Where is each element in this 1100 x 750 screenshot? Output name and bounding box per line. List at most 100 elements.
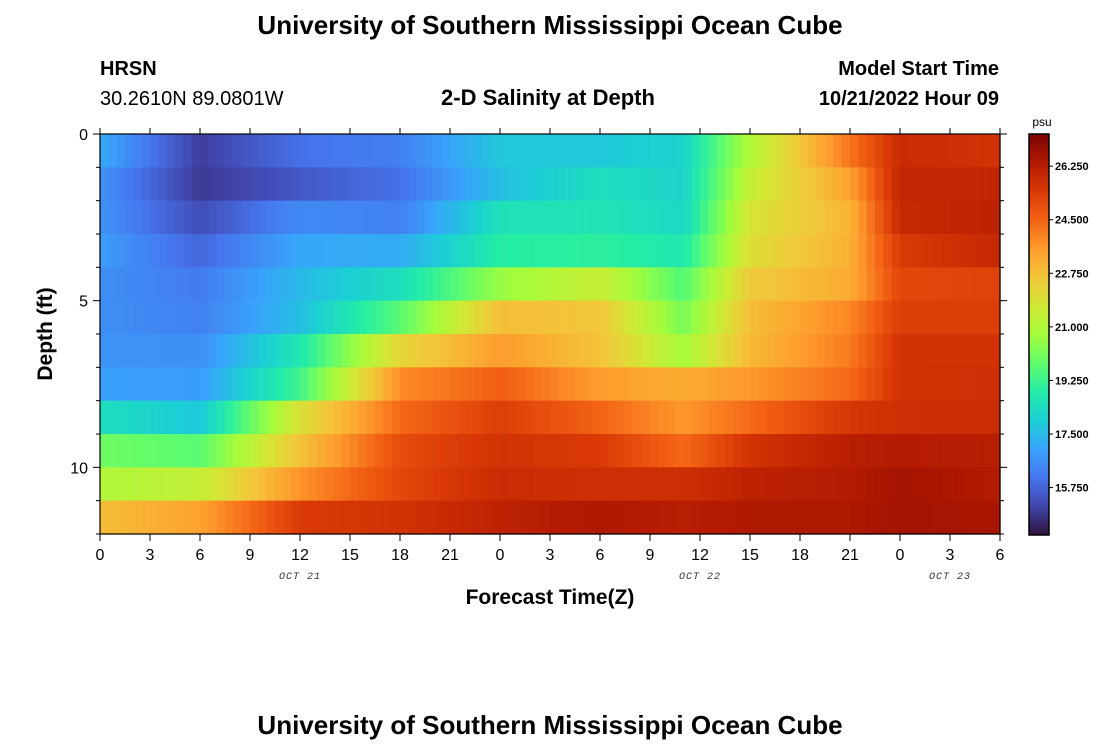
heatmap-cell <box>516 200 526 235</box>
colorbar-tick-label: 22.750 <box>1055 268 1089 280</box>
heatmap-cell <box>441 300 451 335</box>
heatmap-cell <box>541 434 551 468</box>
heatmap-cell <box>683 434 693 468</box>
heatmap-cell <box>258 400 268 435</box>
heatmap-cell <box>266 500 276 535</box>
heatmap-cell <box>375 334 384 368</box>
heatmap-cell <box>983 500 993 535</box>
heatmap-cell <box>658 367 668 402</box>
heatmap-cell <box>208 267 218 302</box>
heatmap-cell <box>491 167 501 202</box>
heatmap-cell <box>208 134 218 168</box>
heatmap-cell <box>283 400 293 435</box>
heatmap-cell <box>175 367 184 402</box>
heatmap-cell <box>650 234 659 268</box>
heatmap-cell <box>775 500 784 535</box>
heatmap-cell <box>733 500 743 535</box>
heatmap-cell <box>400 134 409 168</box>
heatmap-cell <box>633 200 643 235</box>
heatmap-cell <box>933 300 943 335</box>
heatmap-cell <box>108 367 118 402</box>
heatmap-cell <box>433 467 443 502</box>
heatmap-cell <box>883 167 893 202</box>
heatmap-cell <box>783 334 793 368</box>
heatmap-cell <box>650 400 659 435</box>
x-tick-label: 9 <box>246 547 255 564</box>
heatmap-cell <box>466 234 476 268</box>
heatmap-cell <box>966 367 976 402</box>
heatmap-cell <box>425 300 434 335</box>
heatmap-cell <box>133 500 143 535</box>
heatmap-cell <box>333 367 343 402</box>
heatmap-cell <box>591 434 601 468</box>
heatmap-cell <box>958 200 968 235</box>
heatmap-cell <box>475 167 484 202</box>
heatmap-cell <box>450 367 459 402</box>
heatmap-cell <box>808 200 818 235</box>
heatmap-cell <box>633 500 643 535</box>
heatmap-cell <box>158 167 168 202</box>
heatmap-cell <box>550 234 559 268</box>
heatmap-cell <box>783 167 793 202</box>
heatmap-cell <box>933 167 943 202</box>
heatmap-cell <box>275 434 284 468</box>
heatmap-cell <box>525 500 534 535</box>
heatmap-cell <box>983 167 993 202</box>
heatmap-cell <box>908 334 918 368</box>
heatmap-cell <box>150 234 159 268</box>
heatmap-cell <box>391 234 401 268</box>
heatmap-cell <box>233 500 243 535</box>
heatmap-cell <box>608 234 618 268</box>
heatmap-cell <box>575 300 584 335</box>
heatmap-cell <box>650 167 659 202</box>
heatmap-cell <box>675 400 684 435</box>
heatmap-cell <box>975 167 984 202</box>
station-location: 30.2610N 89.0801W <box>100 88 284 110</box>
heatmap-cell <box>816 134 826 168</box>
heatmap-cell <box>466 300 476 335</box>
heatmap-cell <box>491 434 501 468</box>
heatmap-cell <box>941 267 951 302</box>
heatmap-cell <box>716 167 726 202</box>
heatmap-cell <box>641 367 651 402</box>
heatmap-cell <box>266 467 276 502</box>
heatmap-cell <box>333 267 343 302</box>
heatmap-cell <box>883 334 893 368</box>
heatmap-cell <box>858 134 868 168</box>
heatmap-cell <box>958 467 968 502</box>
heatmap-cell <box>650 467 659 502</box>
heatmap-cell <box>375 434 384 468</box>
heatmap-cell <box>108 134 118 168</box>
heatmap-cell <box>966 500 976 535</box>
heatmap-cell <box>908 434 918 468</box>
heatmap-cell <box>775 234 784 268</box>
heatmap-cell <box>200 434 209 468</box>
heatmap-cell <box>616 267 626 302</box>
heatmap-cell <box>466 367 476 402</box>
heatmap-cell <box>366 500 376 535</box>
heatmap-cell <box>908 234 918 268</box>
heatmap-cell <box>850 400 859 435</box>
heatmap-cell <box>133 234 143 268</box>
heatmap-cell <box>316 200 326 235</box>
heatmap-cell <box>941 200 951 235</box>
heatmap-cell <box>425 234 434 268</box>
heatmap-cell <box>475 400 484 435</box>
heatmap-cell <box>800 167 809 202</box>
heatmap-cell <box>958 334 968 368</box>
footer-title: University of Southern Mississippi Ocean… <box>257 710 842 740</box>
heatmap-cell <box>133 134 143 168</box>
x-tick-label: 21 <box>441 547 459 564</box>
heatmap-cell <box>183 200 193 235</box>
heatmap-cell <box>233 334 243 368</box>
heatmap-cell <box>216 134 226 168</box>
heatmap-cell <box>250 434 259 468</box>
heatmap-cell <box>825 167 834 202</box>
heatmap-cell <box>808 167 818 202</box>
heatmap-cell <box>841 400 851 435</box>
heatmap-cell <box>583 467 593 502</box>
heatmap-cell <box>950 400 959 435</box>
heatmap-cell <box>858 467 868 502</box>
heatmap-cell <box>100 367 109 402</box>
heatmap-cell <box>966 200 976 235</box>
